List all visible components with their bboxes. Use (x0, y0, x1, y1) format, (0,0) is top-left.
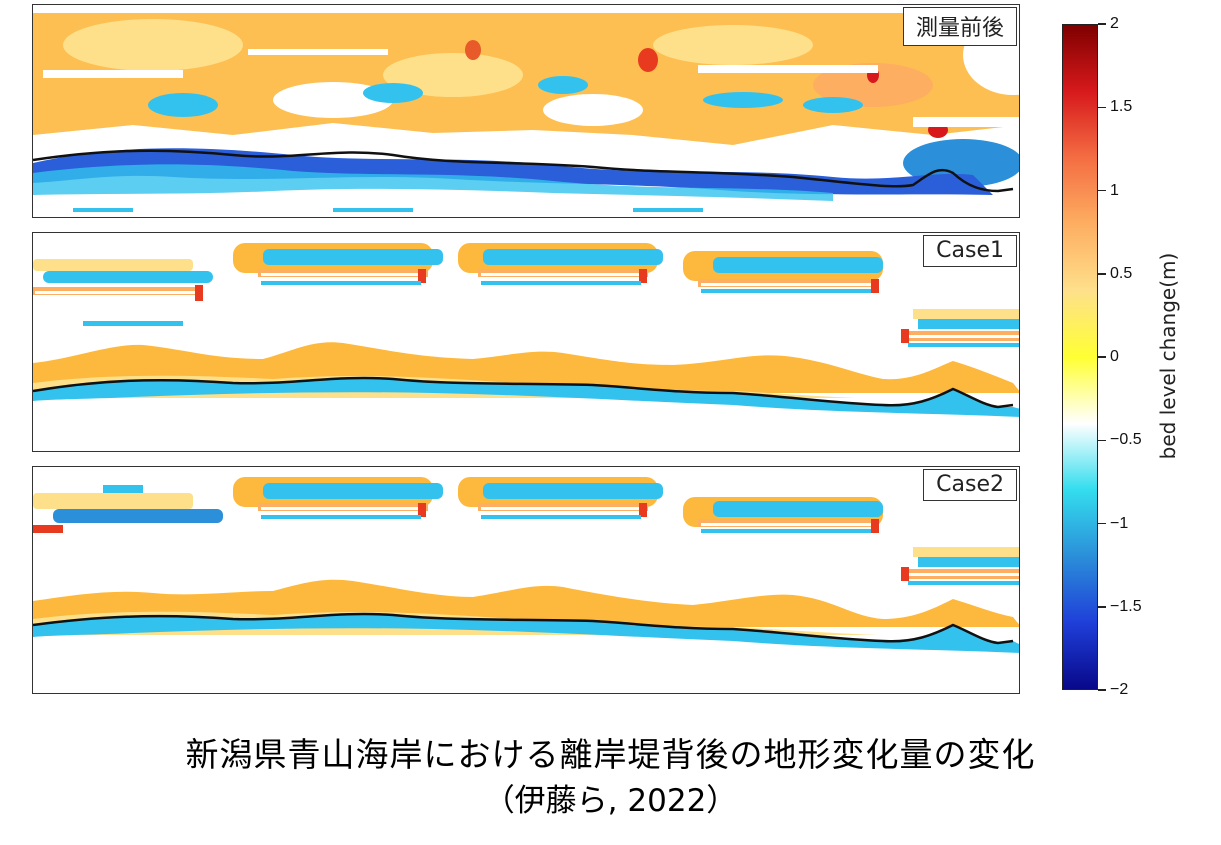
colorbar-tick-label: 2 (1110, 15, 1119, 32)
colorbar-tick (1098, 689, 1106, 691)
colorbar-tick-label: −0.5 (1110, 431, 1142, 449)
colorbar-tick-label: 0.5 (1110, 264, 1133, 282)
colorbar-tick (1098, 106, 1106, 108)
colorbar-tick (1098, 356, 1106, 358)
colorbar-tick-label: −1 (1110, 514, 1129, 532)
colorbar (1062, 24, 1098, 690)
colorbar-tick-label: −2 (1110, 681, 1129, 698)
colorbar-tick (1098, 522, 1106, 525)
caption-citation: （伊藤ら, 2022） (483, 783, 738, 819)
colorbar-tick (1098, 606, 1106, 608)
heatmap-case2 (33, 467, 1019, 693)
colorbar-tick (1098, 273, 1106, 275)
colorbar-tick-label: 1 (1110, 181, 1119, 199)
caption-title: 新潟県青山海岸における離岸堤背後の地形変化量の変化 (185, 735, 1036, 774)
colorbar-tick-label: 1.5 (1110, 98, 1133, 116)
colorbar-tick-label: −1.5 (1110, 597, 1142, 615)
panel-case1: Case1 (32, 232, 1020, 452)
colorbar-tick (1098, 439, 1106, 441)
panel-label-case1: Case1 (923, 235, 1017, 267)
heatmap-survey (33, 5, 1019, 217)
colorbar-tick-label: 0 (1110, 348, 1119, 365)
colorbar-tick (1098, 189, 1106, 192)
panel-label-survey: 測量前後 (902, 7, 1017, 46)
heatmap-case1 (33, 233, 1019, 451)
panel-survey: 測量前後 (32, 4, 1020, 218)
colorbar-label: bed level change(m) (1156, 252, 1180, 460)
panel-case2: Case2 (32, 466, 1020, 694)
panel-label-case2: Case2 (923, 469, 1017, 501)
colorbar-tick (1098, 23, 1106, 25)
